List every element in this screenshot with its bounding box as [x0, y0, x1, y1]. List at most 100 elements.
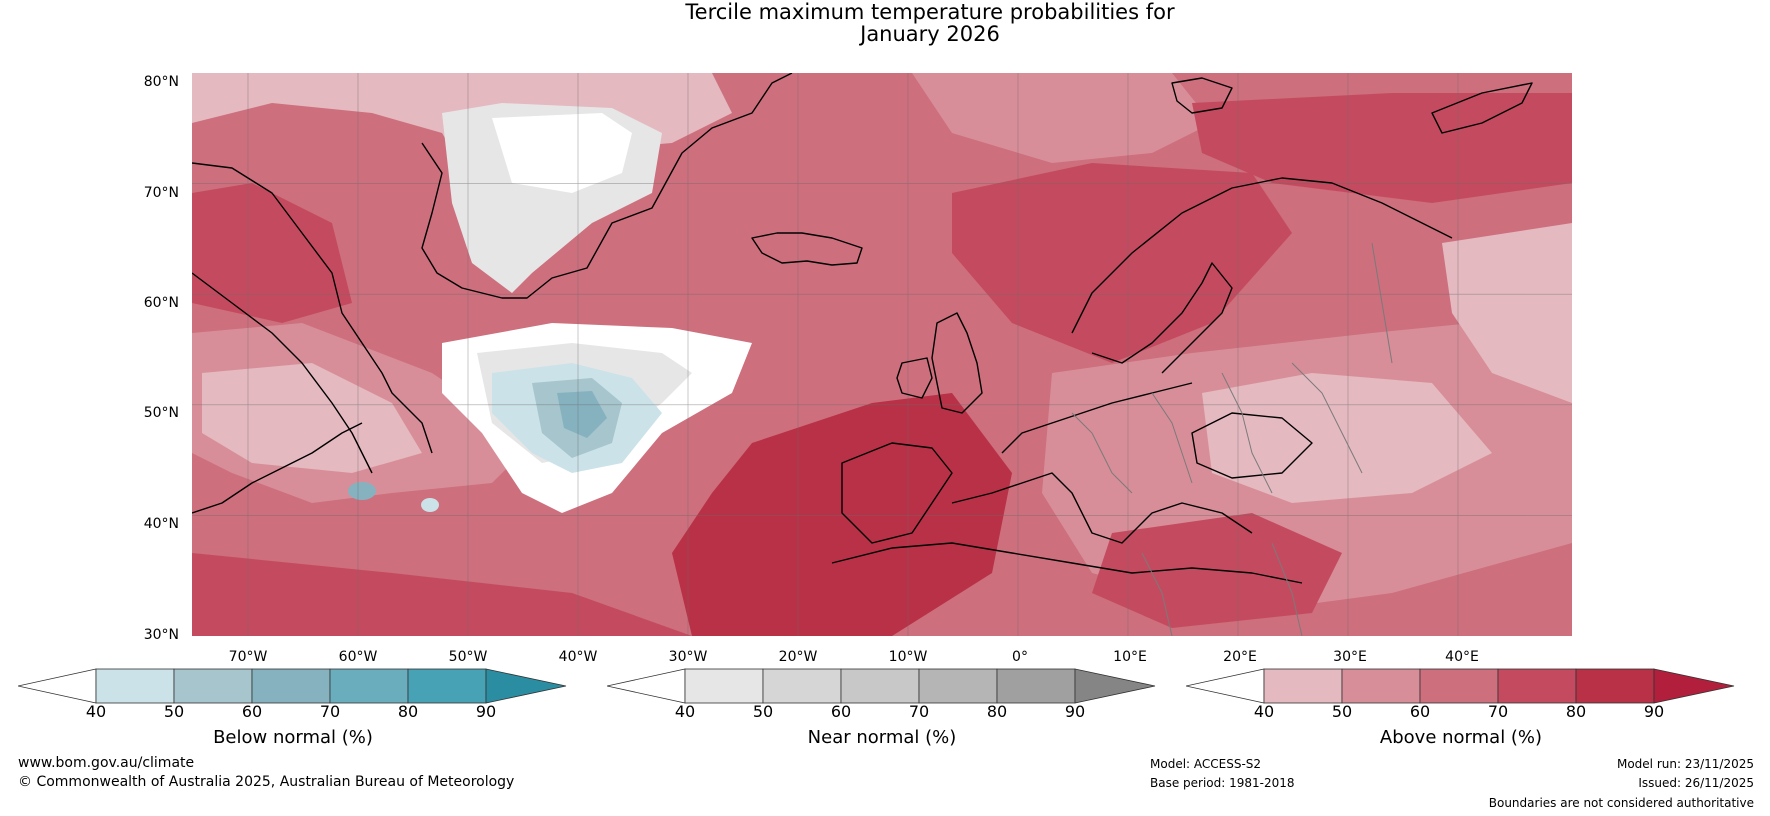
below-normal-spot-small [421, 498, 439, 512]
lon-label-10e: 10°E [1113, 649, 1147, 665]
coastlines [192, 73, 1533, 584]
model-run-date: Model run: 23/11/2025 [1616, 757, 1754, 771]
coast-us-east [192, 422, 363, 514]
below-tick-50: 50 [163, 702, 185, 721]
copyright-text: © Commonwealth of Australia 2025, Austra… [18, 774, 515, 790]
lon-label-50w: 50°W [448, 649, 488, 665]
coast-greenland [421, 73, 793, 299]
lon-label-40e: 40°E [1445, 649, 1479, 665]
coast-mediterranean [951, 472, 1253, 544]
coast-labrador [192, 272, 373, 474]
above-tick-60: 60 [1409, 702, 1431, 721]
above-tick-70: 70 [1487, 702, 1509, 721]
country-borders [1071, 242, 1393, 636]
dark-red-region-atlantic [672, 393, 1012, 636]
near-tick-90: 90 [1064, 702, 1086, 721]
lon-label-70w: 70°W [228, 649, 268, 665]
colorbar-above-seg-3 [1419, 668, 1499, 704]
lat-label-30n: 30°N [143, 627, 179, 643]
colorbar-near-seg-5 [996, 668, 1076, 704]
colorbar-below [18, 668, 567, 704]
dark-red-region-barents [1192, 93, 1572, 203]
below-tick-90: 90 [475, 702, 497, 721]
near-tick-50: 50 [752, 702, 774, 721]
lon-label-30e: 30°E [1333, 649, 1367, 665]
above-tick-50: 50 [1331, 702, 1353, 721]
colorbar-near-seg-2 [762, 668, 842, 704]
colorbar-below-seg-2 [173, 668, 253, 704]
colorbar-near [607, 668, 1156, 704]
above-tick-90: 90 [1643, 702, 1665, 721]
colorbar-above-extend-high [1653, 668, 1735, 704]
title-line-2: January 2026 [860, 22, 1000, 46]
colorbar-near-seg-1 [684, 668, 764, 704]
colorbar-below-seg-3 [251, 668, 331, 704]
lon-label-10w: 10°W [888, 649, 928, 665]
colorbar-above-seg-4 [1497, 668, 1577, 704]
near-tick-80: 80 [986, 702, 1008, 721]
colorbar-near-extend-high [1074, 668, 1156, 704]
colorbar-below-extend-low [18, 668, 97, 704]
near-normal-white-greenland [492, 113, 632, 193]
below-normal-label: Below normal (%) [213, 727, 373, 748]
website-link[interactable]: www.bom.gov.au/climate [18, 755, 195, 771]
near-tick-60: 60 [830, 702, 852, 721]
colorbar-near-seg-4 [918, 668, 998, 704]
coast-sweden-baltic [1091, 262, 1233, 374]
coast-ireland [896, 357, 933, 399]
graticule [192, 73, 1572, 636]
lat-label-60n: 60°N [143, 295, 179, 311]
near-tick-70: 70 [908, 702, 930, 721]
below-tick-40: 40 [85, 702, 107, 721]
below-tick-70: 70 [319, 702, 341, 721]
above-tick-40: 40 [1253, 702, 1275, 721]
lon-label-60w: 60°W [338, 649, 378, 665]
medium-pink-region-arctic [912, 73, 1212, 163]
coast-black-sea [1191, 412, 1313, 479]
below-normal-spot-west [348, 482, 376, 500]
lat-label-80n: 80°N [143, 74, 179, 90]
colorbar-above-seg-2 [1341, 668, 1421, 704]
lon-label-20e: 20°E [1223, 649, 1257, 665]
near-tick-40: 40 [674, 702, 696, 721]
colorbar-above [1186, 668, 1735, 704]
below-normal-center-atlantic [557, 391, 607, 438]
coast-britain [931, 312, 983, 414]
below-tick-60: 60 [241, 702, 263, 721]
lon-label-40w: 40°W [558, 649, 598, 665]
near-normal-label: Near normal (%) [807, 727, 957, 748]
above-normal-label: Above normal (%) [1379, 727, 1543, 748]
coast-canada-arctic [192, 162, 433, 454]
colorbar-below-extend-high [485, 668, 567, 704]
title-line-1: Tercile maximum temperature probabilitie… [685, 0, 1175, 24]
coast-north-africa [831, 542, 1303, 584]
colorbar-above-extend-low [1186, 668, 1265, 704]
above-tick-80: 80 [1565, 702, 1587, 721]
colorbar-near-extend-low [607, 668, 686, 704]
boundaries-disclaimer: Boundaries are not considered authoritat… [1488, 796, 1754, 810]
probability-map [192, 73, 1572, 636]
colorbar-below-seg-4 [329, 668, 409, 704]
coast-iberia [841, 442, 953, 544]
model-name: Model: ACCESS-S2 [1150, 757, 1262, 771]
light-pink-region-northeast [1442, 223, 1572, 403]
colorbar-below-seg-5 [407, 668, 487, 704]
lat-label-70n: 70°N [143, 185, 179, 201]
colorbar-above-seg-1 [1263, 668, 1343, 704]
colorbar-near-seg-3 [840, 668, 920, 704]
dark-red-region-baffin [192, 183, 352, 323]
lon-label-0: 0° [1012, 649, 1028, 665]
coast-iceland [751, 232, 863, 266]
lat-label-50n: 50°N [143, 405, 179, 421]
lon-label-20w: 20°W [778, 649, 818, 665]
issued-date: Issued: 26/11/2025 [1638, 776, 1754, 790]
light-pink-region-newfoundland [202, 363, 422, 473]
base-period: Base period: 1981-2018 [1150, 776, 1295, 790]
coast-novaya-zemlya [1431, 82, 1533, 134]
colorbar-below-seg-1 [95, 668, 175, 704]
colorbar-above-seg-5 [1575, 668, 1655, 704]
lat-label-40n: 40°N [143, 516, 179, 532]
lon-label-30w: 30°W [668, 649, 708, 665]
light-pink-region-europe [1202, 373, 1492, 503]
coast-norway [1071, 177, 1453, 334]
